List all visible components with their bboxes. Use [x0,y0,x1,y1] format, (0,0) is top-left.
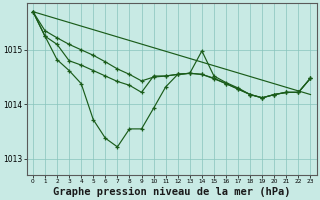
X-axis label: Graphe pression niveau de la mer (hPa): Graphe pression niveau de la mer (hPa) [53,186,291,197]
